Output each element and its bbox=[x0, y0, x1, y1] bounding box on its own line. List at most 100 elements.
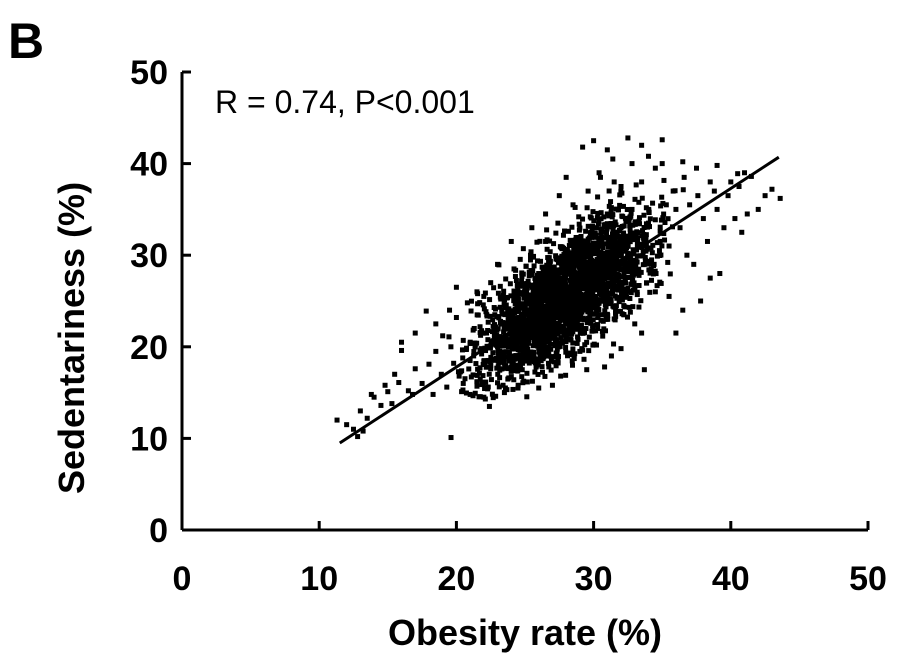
cloud-point bbox=[477, 324, 483, 330]
cloud-point bbox=[559, 329, 565, 335]
data-point bbox=[438, 371, 444, 377]
cloud-point bbox=[618, 246, 624, 252]
cloud-point bbox=[518, 366, 524, 372]
data-point bbox=[711, 188, 717, 194]
data-point bbox=[739, 229, 745, 235]
cloud-point bbox=[625, 288, 631, 294]
cloud-point bbox=[651, 261, 657, 267]
cloud-point bbox=[558, 335, 564, 341]
data-point bbox=[515, 382, 521, 388]
cloud-point bbox=[570, 306, 576, 312]
data-point bbox=[639, 179, 645, 185]
cloud-point bbox=[616, 265, 622, 271]
data-point bbox=[378, 402, 384, 408]
cloud-point bbox=[562, 252, 568, 258]
cloud-point bbox=[555, 353, 561, 359]
data-point bbox=[556, 193, 562, 199]
data-point bbox=[635, 238, 641, 244]
cloud-point bbox=[567, 316, 573, 322]
cloud-point bbox=[583, 306, 589, 312]
cloud-point bbox=[500, 354, 506, 360]
cloud-point bbox=[552, 275, 558, 281]
x-axis-title: Obesity rate (%) bbox=[388, 612, 662, 653]
cloud-point bbox=[557, 306, 563, 312]
cloud-point bbox=[595, 221, 601, 227]
data-point bbox=[721, 225, 727, 231]
cloud-point bbox=[575, 307, 581, 313]
cloud-point bbox=[596, 268, 602, 274]
x-tick-label: 10 bbox=[300, 560, 338, 598]
cloud-point bbox=[626, 304, 632, 310]
cloud-point bbox=[632, 221, 638, 227]
cloud-point bbox=[630, 304, 636, 310]
cloud-point bbox=[539, 326, 545, 332]
cloud-point bbox=[571, 246, 577, 252]
cloud-point bbox=[657, 279, 663, 285]
data-point bbox=[543, 211, 549, 217]
cloud-point bbox=[495, 290, 501, 296]
cloud-point bbox=[491, 285, 497, 291]
cloud-point bbox=[565, 353, 571, 359]
cloud-point bbox=[563, 312, 569, 318]
cloud-point bbox=[522, 281, 528, 287]
data-point bbox=[694, 165, 699, 171]
cloud-point bbox=[643, 232, 649, 238]
cloud-point bbox=[488, 338, 494, 344]
data-point bbox=[456, 373, 462, 379]
cloud-point bbox=[615, 283, 621, 289]
cloud-point bbox=[611, 266, 617, 272]
cloud-point bbox=[602, 302, 608, 308]
cloud-point bbox=[624, 245, 630, 251]
cloud-point bbox=[567, 310, 573, 316]
cloud-point bbox=[468, 308, 474, 314]
data-point bbox=[728, 179, 734, 185]
cloud-point bbox=[595, 194, 601, 200]
cloud-point bbox=[545, 315, 551, 321]
cloud-point bbox=[624, 206, 630, 212]
cloud-point bbox=[497, 354, 503, 360]
cloud-point bbox=[552, 343, 558, 349]
cloud-point bbox=[534, 337, 540, 343]
data-point bbox=[769, 186, 775, 192]
cloud-point bbox=[505, 354, 511, 360]
cloud-point bbox=[597, 298, 603, 304]
cloud-point bbox=[545, 360, 551, 366]
cloud-point bbox=[483, 309, 489, 315]
cloud-point bbox=[627, 309, 633, 315]
cloud-point bbox=[542, 319, 548, 325]
cloud-point bbox=[637, 253, 643, 259]
cloud-point bbox=[596, 312, 602, 318]
cloud-point bbox=[659, 194, 665, 200]
cloud-point bbox=[619, 190, 625, 196]
data-point bbox=[777, 195, 783, 201]
cloud-point bbox=[547, 325, 553, 331]
cloud-point bbox=[594, 282, 600, 288]
cloud-point bbox=[580, 216, 586, 222]
data-point bbox=[430, 391, 436, 397]
cloud-point bbox=[581, 271, 587, 277]
cloud-point bbox=[602, 262, 608, 268]
data-point bbox=[412, 366, 418, 372]
cloud-point bbox=[492, 335, 498, 341]
cloud-point bbox=[553, 253, 559, 259]
cloud-point bbox=[506, 337, 512, 343]
cloud-point bbox=[524, 331, 530, 337]
cloud-point bbox=[548, 327, 554, 333]
cloud-point bbox=[521, 317, 527, 323]
cloud-point bbox=[534, 356, 540, 362]
cloud-point bbox=[559, 263, 565, 269]
cloud-point bbox=[661, 177, 667, 183]
cloud-point bbox=[537, 285, 543, 291]
data-point bbox=[392, 371, 398, 377]
cloud-point bbox=[604, 311, 610, 317]
y-tick-label: 20 bbox=[130, 329, 168, 367]
cloud-point bbox=[590, 280, 596, 286]
cloud-point bbox=[492, 306, 498, 312]
cloud-point bbox=[619, 213, 625, 219]
cloud-point bbox=[601, 222, 607, 228]
cloud-point bbox=[602, 229, 608, 235]
cloud-point bbox=[641, 212, 647, 218]
cloud-point bbox=[601, 255, 607, 261]
data-point bbox=[762, 193, 768, 199]
cloud-point bbox=[618, 279, 624, 285]
